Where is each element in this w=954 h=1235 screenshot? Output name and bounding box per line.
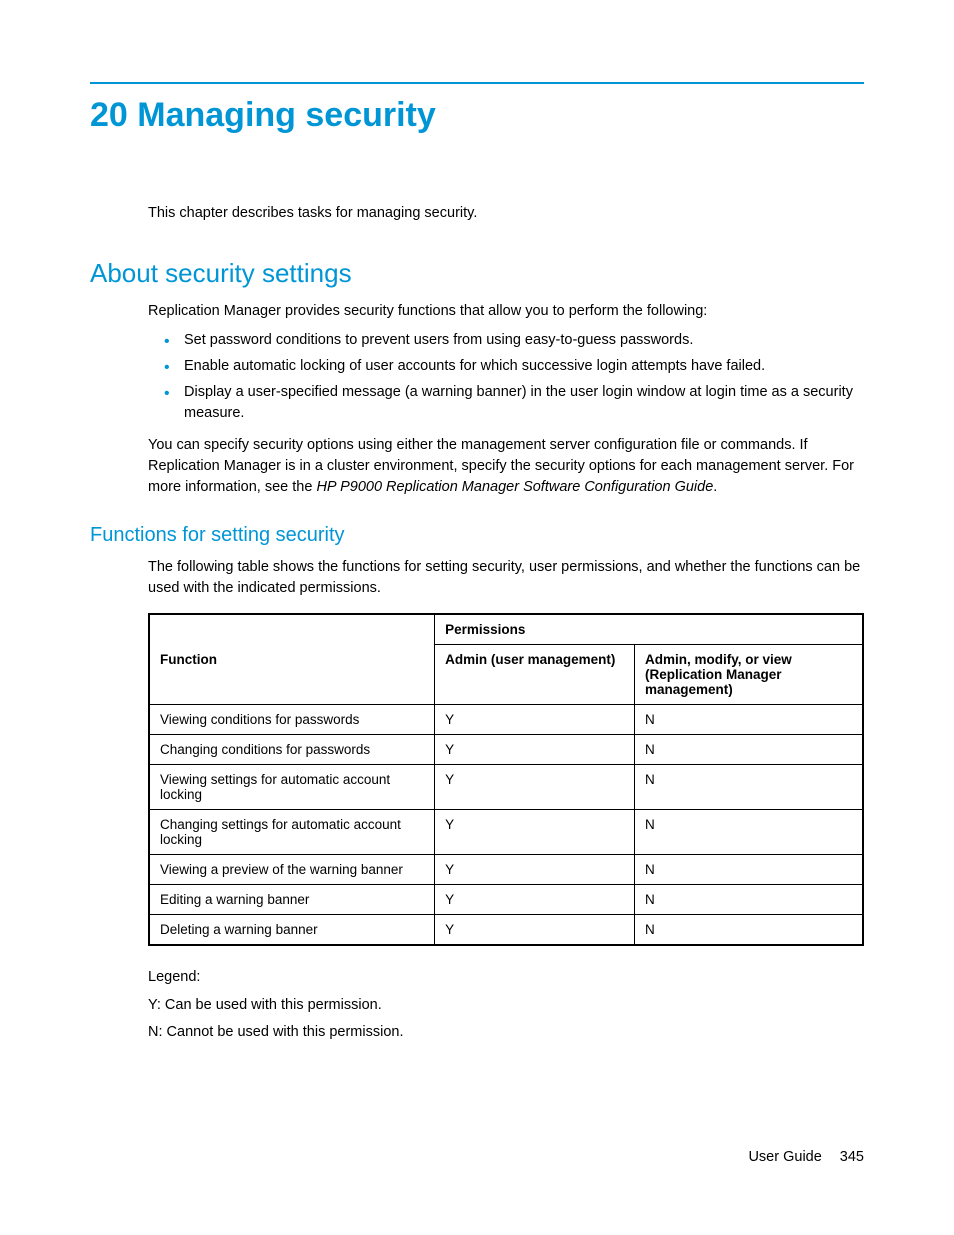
about-period: . [713,479,717,495]
cell-function: Viewing settings for automatic account l… [149,765,435,810]
cell-admin-user: Y [435,765,635,810]
legend-y: Y: Can be used with this permission. [148,992,864,1020]
cell-admin-user: Y [435,810,635,855]
subsection-heading-functions: Functions for setting security [90,524,864,547]
legend-title: Legend: [148,964,864,992]
chapter-intro: This chapter describes tasks for managin… [148,203,864,224]
table-row: Changing settings for automatic account … [149,810,863,855]
about-body: Replication Manager provides security fu… [148,301,864,498]
cell-admin-modify: N [635,705,864,735]
cell-admin-modify: N [635,855,864,885]
cell-admin-user: Y [435,915,635,946]
about-lead: Replication Manager provides security fu… [148,301,864,322]
th-permissions: Permissions [435,614,863,645]
table-header-row-1: Function Permissions [149,614,863,645]
th-admin-user: Admin (user management) [435,645,635,705]
cell-function: Changing settings for automatic account … [149,810,435,855]
functions-body: The following table shows the functions … [148,557,864,1047]
page-footer: User Guide 345 [748,1149,864,1165]
about-bullets: Set password conditions to prevent users… [148,330,864,425]
cell-admin-modify: N [635,765,864,810]
about-ref: HP P9000 Replication Manager Software Co… [316,479,713,495]
cell-function: Editing a warning banner [149,885,435,915]
functions-lead: The following table shows the functions … [148,557,864,599]
table-row: Deleting a warning banner Y N [149,915,863,946]
table-head: Function Permissions Admin (user managem… [149,614,863,705]
th-function: Function [149,614,435,705]
page: 20 Managing security This chapter descri… [0,0,954,1235]
section-heading-about: About security settings [90,258,864,289]
legend: Legend: Y: Can be used with this permiss… [148,964,864,1047]
table-row: Viewing settings for automatic account l… [149,765,863,810]
footer-doc: User Guide [748,1149,821,1165]
permissions-table: Function Permissions Admin (user managem… [148,613,864,946]
cell-admin-user: Y [435,735,635,765]
cell-admin-modify: N [635,810,864,855]
table-body: Viewing conditions for passwords Y N Cha… [149,705,863,946]
legend-n: N: Cannot be used with this permission. [148,1019,864,1047]
cell-function: Changing conditions for passwords [149,735,435,765]
bullet-item: Display a user-specified message (a warn… [178,382,864,426]
table-row: Viewing a preview of the warning banner … [149,855,863,885]
about-after: You can specify security options using e… [148,435,864,498]
bullet-item: Set password conditions to prevent users… [178,330,864,352]
body-indent: This chapter describes tasks for managin… [148,203,864,224]
th-admin-modify: Admin, modify, or view (Replication Mana… [635,645,864,705]
cell-function: Viewing a preview of the warning banner [149,855,435,885]
cell-admin-modify: N [635,885,864,915]
cell-admin-modify: N [635,735,864,765]
cell-admin-modify: N [635,915,864,946]
cell-admin-user: Y [435,705,635,735]
top-rule [90,82,864,84]
footer-page: 345 [840,1149,864,1165]
cell-function: Deleting a warning banner [149,915,435,946]
table-row: Viewing conditions for passwords Y N [149,705,863,735]
cell-function: Viewing conditions for passwords [149,705,435,735]
table-row: Editing a warning banner Y N [149,885,863,915]
chapter-title: 20 Managing security [90,96,864,135]
cell-admin-user: Y [435,855,635,885]
table-row: Changing conditions for passwords Y N [149,735,863,765]
cell-admin-user: Y [435,885,635,915]
bullet-item: Enable automatic locking of user account… [178,356,864,378]
